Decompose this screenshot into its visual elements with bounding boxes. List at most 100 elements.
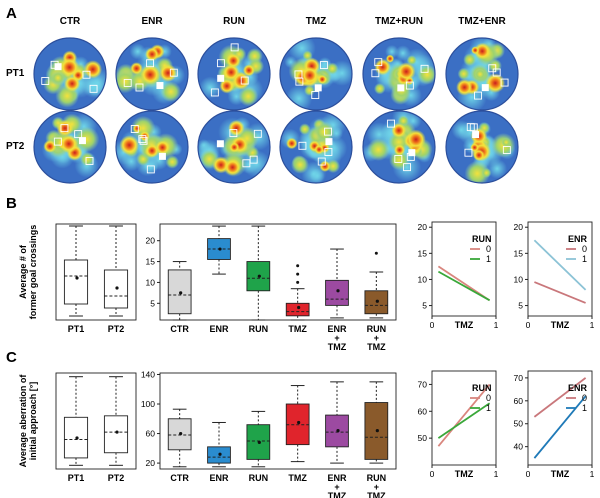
y-tick-label: 40 [514,442,524,452]
heatmap-blob [56,119,74,137]
x-category-label: TMZ [288,473,307,483]
x-category-label: TMZ [288,324,307,334]
x-category-label: TMZ [367,342,386,352]
legend-label: 1 [582,403,587,413]
y-tick-label: 15 [146,257,156,267]
heatmap-rim [445,37,519,111]
target-square-marker [158,152,166,160]
goal-square-marker [146,59,155,68]
series-line [533,395,587,459]
heatmap-blobs [199,44,265,107]
x-category-label: RUN [249,324,269,334]
mean-point [257,440,261,445]
goal-square-marker [500,78,509,87]
x-category-label: PT1 [68,473,85,483]
heatmap-blob [226,53,241,68]
goal-square-marker [374,58,383,67]
mean-point [179,431,183,436]
series-line [533,239,587,291]
heatmap-blobs [451,120,516,183]
goal-square-marker [85,157,94,165]
x-tick-label: 1 [590,469,595,479]
goal-square-marker [210,88,219,97]
heatmap-row-label: PT1 [6,68,25,79]
goal-square-marker [242,159,251,168]
plot-frame [527,221,593,317]
heatmap-cell [115,37,189,111]
legend-label: 0 [582,393,587,403]
goal-square-marker [53,137,62,146]
y-tick-label: 5 [422,301,427,311]
heatmap-blob [385,54,395,63]
y-axis-label: former goal crossings [28,225,38,320]
goal-square-marker [371,69,380,78]
target-square-marker [54,63,62,71]
y-tick-label: 5 [518,301,523,311]
goal-square-marker [324,148,333,156]
target-square-marker [397,84,405,92]
target-square-marker [78,137,86,145]
x-category-label: RUN [249,473,269,483]
heatmap-blob [457,67,470,81]
mean-point [297,420,301,425]
goal-square-marker [324,127,332,136]
heatmap-blob [79,151,95,167]
x-tick-label: 0 [430,469,435,479]
heatmap-cell [279,37,353,111]
heatmap-blob [314,144,324,155]
heatmap-rim [33,110,107,184]
x-category-label: ENR [209,473,229,483]
y-tick-label: 60 [146,429,156,439]
goal-square-marker [138,135,147,144]
goal-square-marker [492,68,501,77]
panel-label-b: B [6,195,17,212]
heatmap-blob [473,149,485,161]
goal-square-marker [229,129,238,138]
heatmap-blobs [363,111,433,182]
heatmap-blob [303,84,316,96]
mean-point [75,436,79,440]
x-tick-label: 0 [526,320,531,330]
outlier-point [296,272,300,276]
y-tick-label: 140 [141,369,155,379]
x-category-label: + [334,482,339,492]
box [325,279,349,306]
chart-c-left-boxplot: PT1 PT2 Average aberration of initial appro… [18,372,137,483]
heatmap-row-label: PT2 [6,141,25,152]
plot-frame [431,370,497,466]
heatmap-cell [197,110,271,184]
series-line [533,377,587,418]
x-tick-label: 1 [494,469,499,479]
goal-square-marker [146,165,155,174]
x-axis-label: TMZ [551,469,570,479]
mean-point [218,247,222,251]
heatmap-blob [317,74,327,84]
goal-square-marker [469,123,478,132]
y-tick-label: 15 [514,248,524,258]
mean-point [115,286,119,290]
heatmap-blob [224,158,242,176]
mean-point [375,429,379,433]
outlier-point [296,280,300,284]
heatmap-blob [83,60,103,79]
goal-square-marker [298,141,307,150]
heatmap-blob [219,78,235,94]
series-line [534,281,586,304]
mean-point [115,430,119,434]
heatmap-blob [396,62,416,81]
heatmap-rim [362,110,436,184]
x-axis-label: TMZ [551,320,570,330]
legend-title: RUN [472,234,492,244]
x-category-label: PT1 [68,324,85,334]
heatmap-blob [406,55,417,66]
y-tick-label: 10 [418,274,428,284]
heatmap-blob [373,82,386,95]
x-category-label: ENR [327,473,347,483]
legend-label: 1 [582,254,587,264]
y-tick-label: 50 [418,433,428,443]
target-square-marker [156,82,164,90]
legend-label: 0 [486,393,491,403]
heatmap-blob [155,140,170,155]
